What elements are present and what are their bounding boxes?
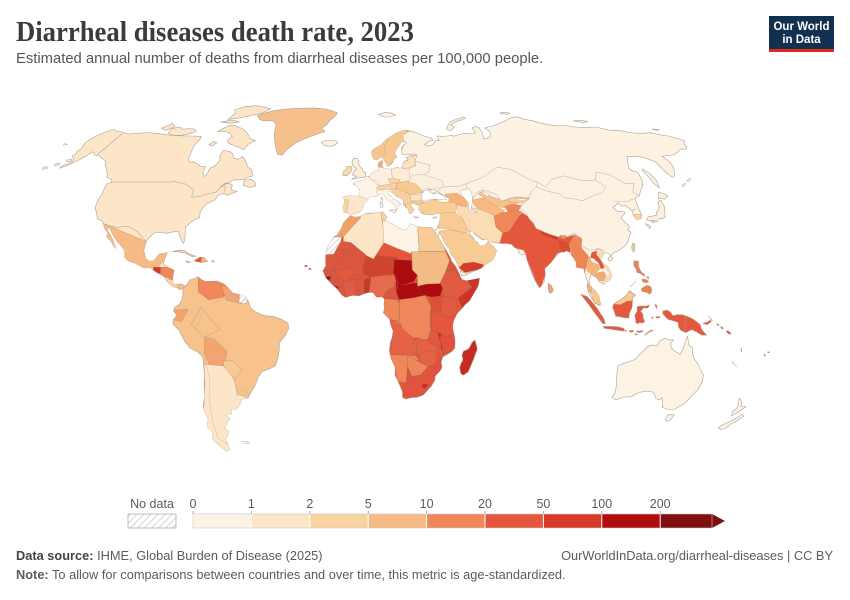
svg-text:5: 5 (365, 497, 372, 511)
svg-text:200: 200 (650, 497, 671, 511)
svg-text:1: 1 (248, 497, 255, 511)
svg-text:50: 50 (536, 497, 550, 511)
svg-text:2: 2 (306, 497, 313, 511)
svg-text:20: 20 (478, 497, 492, 511)
svg-text:100: 100 (591, 497, 612, 511)
svg-text:No data: No data (130, 497, 174, 511)
svg-text:10: 10 (420, 497, 434, 511)
svg-text:0: 0 (190, 497, 197, 511)
